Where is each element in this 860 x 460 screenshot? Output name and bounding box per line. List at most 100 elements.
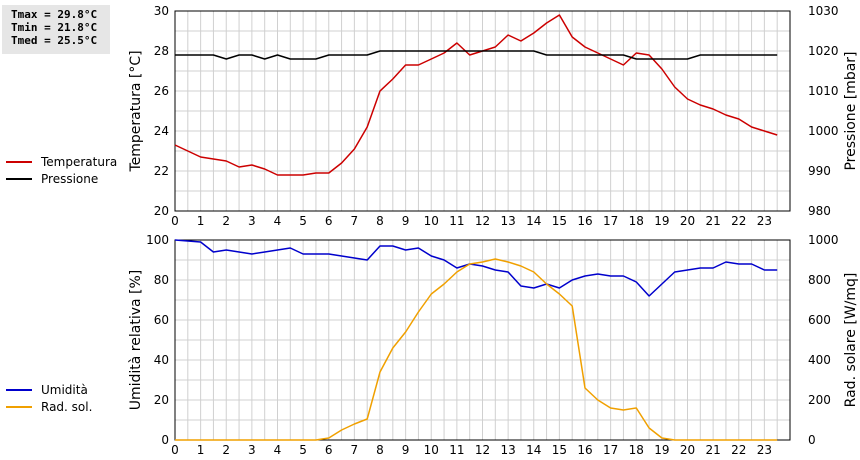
x-tick-label: 4 xyxy=(274,214,282,228)
x-tick-label: 16 xyxy=(577,214,592,228)
x-tick-label: 2 xyxy=(222,214,230,228)
y-tick-label: 30 xyxy=(154,4,169,18)
x-tick-label: 17 xyxy=(603,214,618,228)
legend-swatch xyxy=(6,388,32,391)
y2-tick-label: 800 xyxy=(808,273,831,287)
y-tick-label: 28 xyxy=(154,44,169,58)
y-tick-label: 22 xyxy=(154,164,169,178)
x-tick-label: 5 xyxy=(299,443,307,457)
y-tick-label: 26 xyxy=(154,84,169,98)
y2-tick-label: 1000 xyxy=(808,124,839,138)
chart-panel-2: 0 1 2 3 4 5 6 7 8 9 10 11 12 13 14 15 16 17 18 19 20 21 22 2302… xyxy=(128,233,859,457)
legend-item-pressione: Pressione xyxy=(6,170,117,187)
y-tick-label: 20 xyxy=(154,393,169,407)
y2-tick-label: 1020 xyxy=(808,44,839,58)
legend-label: Rad. sol. xyxy=(41,399,93,414)
y-axis-title: Temperatura [°C] xyxy=(128,50,144,172)
y-axis-title: Umidità relativa [%] xyxy=(128,270,144,411)
tmed-label: Tmed = 25.5°C xyxy=(11,34,98,47)
legend-item-temperatura: Temperatura xyxy=(6,153,117,170)
x-tick-label: 7 xyxy=(351,214,359,228)
x-tick-label: 15 xyxy=(552,443,567,457)
x-tick-label: 3 xyxy=(248,214,256,228)
y-tick-label: 40 xyxy=(154,353,169,367)
x-tick-label: 14 xyxy=(526,214,541,228)
x-tick-label: 10 xyxy=(424,214,439,228)
y2-tick-label: 980 xyxy=(808,204,831,218)
x-tick-label: 14 xyxy=(526,443,541,457)
y-tick-label: 100 xyxy=(146,233,169,247)
y2-axis-title: Pressione [mbar] xyxy=(843,51,859,170)
legend-top: Temperatura Pressione xyxy=(6,153,117,187)
series-line-umidit- xyxy=(174,239,778,297)
x-tick-label: 8 xyxy=(376,443,384,457)
x-tick-label: 13 xyxy=(500,214,515,228)
x-tick-label: 9 xyxy=(402,214,410,228)
x-tick-label: 12 xyxy=(475,443,490,457)
y2-tick-label: 600 xyxy=(808,313,831,327)
y2-tick-label: 0 xyxy=(808,433,816,447)
x-tick-label: 0 xyxy=(171,443,179,457)
x-tick-label: 16 xyxy=(577,443,592,457)
x-tick-label: 3 xyxy=(248,443,256,457)
legend-label: Temperatura xyxy=(41,154,118,169)
legend-bottom: Umidità Rad. sol. xyxy=(6,381,92,415)
y2-tick-label: 990 xyxy=(808,164,831,178)
y2-tick-label: 1000 xyxy=(808,233,839,247)
tmin-label: Tmin = 21.8°C xyxy=(11,21,98,34)
x-tick-label: 8 xyxy=(376,214,384,228)
y-tick-label: 20 xyxy=(154,204,169,218)
x-tick-label: 18 xyxy=(629,443,644,457)
y2-tick-label: 1010 xyxy=(808,84,839,98)
x-tick-label: 19 xyxy=(654,214,669,228)
legend-label: Pressione xyxy=(41,171,99,186)
x-tick-label: 18 xyxy=(629,214,644,228)
x-tick-label: 23 xyxy=(757,443,772,457)
x-tick-label: 7 xyxy=(351,443,359,457)
x-tick-label: 22 xyxy=(731,214,746,228)
x-tick-label: 20 xyxy=(680,214,695,228)
x-tick-label: 4 xyxy=(274,443,282,457)
x-tick-label: 12 xyxy=(475,214,490,228)
plot-frame xyxy=(174,10,791,212)
series-line-rad-sol- xyxy=(175,258,778,441)
x-tick-label: 6 xyxy=(325,214,333,228)
x-tick-label: 11 xyxy=(449,214,464,228)
x-tick-label: 19 xyxy=(654,443,669,457)
x-tick-label: 17 xyxy=(603,443,618,457)
x-tick-label: 10 xyxy=(424,443,439,457)
stats-box: Tmax = 29.8°C Tmin = 21.8°C Tmed = 25.5°… xyxy=(2,5,110,54)
x-tick-label: 22 xyxy=(731,443,746,457)
x-tick-label: 21 xyxy=(705,443,720,457)
y-tick-label: 60 xyxy=(154,313,169,327)
tmax-label: Tmax = 29.8°C xyxy=(11,8,98,21)
legend-swatch xyxy=(6,405,32,408)
legend-item-radsol: Rad. sol. xyxy=(6,398,92,415)
x-tick-label: 6 xyxy=(325,443,333,457)
chart-panel-1: 0 1 2 3 4 5 6 7 8 9 10 11 12 13 14 15 16 17 18 19 20 21 22 2320… xyxy=(128,4,859,228)
y-tick-label: 24 xyxy=(154,124,169,138)
x-tick-label: 0 xyxy=(171,214,179,228)
x-tick-label: 1 xyxy=(197,443,205,457)
y2-tick-label: 400 xyxy=(808,353,831,367)
plot-frame xyxy=(174,239,791,441)
legend-swatch xyxy=(6,177,32,180)
legend-label: Umidità xyxy=(41,382,88,397)
x-tick-label: 5 xyxy=(299,214,307,228)
x-tick-label: 9 xyxy=(402,443,410,457)
y-tick-label: 80 xyxy=(154,273,169,287)
x-tick-label: 20 xyxy=(680,443,695,457)
x-tick-label: 21 xyxy=(705,214,720,228)
series-line-temperatura xyxy=(174,14,778,176)
y-tick-label: 0 xyxy=(161,433,169,447)
legend-swatch xyxy=(6,160,32,163)
x-tick-label: 1 xyxy=(197,214,205,228)
x-tick-label: 2 xyxy=(222,443,230,457)
series-line-pressione xyxy=(175,50,778,60)
legend-item-umidita: Umidità xyxy=(6,381,92,398)
x-tick-label: 15 xyxy=(552,214,567,228)
y2-axis-title: Rad. solare [W/mq] xyxy=(843,273,859,408)
x-tick-label: 11 xyxy=(449,443,464,457)
y2-tick-label: 1030 xyxy=(808,4,839,18)
